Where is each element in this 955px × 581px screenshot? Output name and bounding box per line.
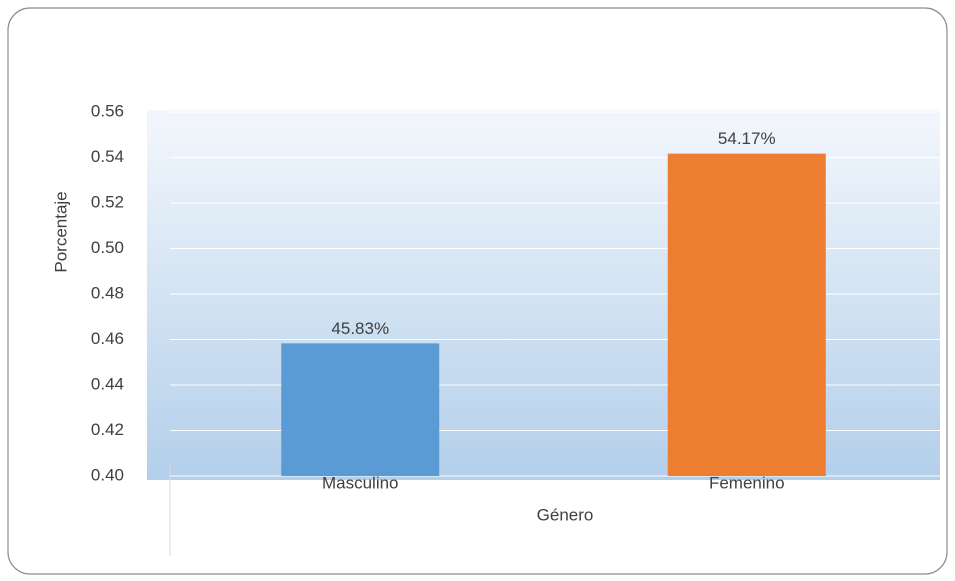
data-label: 45.83% bbox=[331, 319, 389, 338]
data-label: 54.17% bbox=[718, 129, 776, 148]
y-axis-title: Porcentaje bbox=[51, 191, 70, 272]
bar bbox=[281, 343, 440, 476]
y-tick-label: 0.56 bbox=[91, 101, 124, 120]
bar bbox=[667, 153, 826, 476]
y-tick-label: 0.48 bbox=[91, 283, 124, 302]
y-tick-label: 0.40 bbox=[91, 465, 124, 484]
y-tick-label: 0.54 bbox=[91, 147, 124, 166]
y-tick-label: 0.44 bbox=[91, 374, 124, 393]
x-tick-label: Femenino bbox=[709, 473, 785, 492]
y-tick-label: 0.42 bbox=[91, 420, 124, 439]
y-tick-label: 0.50 bbox=[91, 238, 124, 257]
x-tick-label: Masculino bbox=[322, 473, 399, 492]
y-tick-label: 0.46 bbox=[91, 329, 124, 348]
x-axis-title: Género bbox=[537, 505, 594, 524]
y-tick-label: 0.52 bbox=[91, 192, 124, 211]
